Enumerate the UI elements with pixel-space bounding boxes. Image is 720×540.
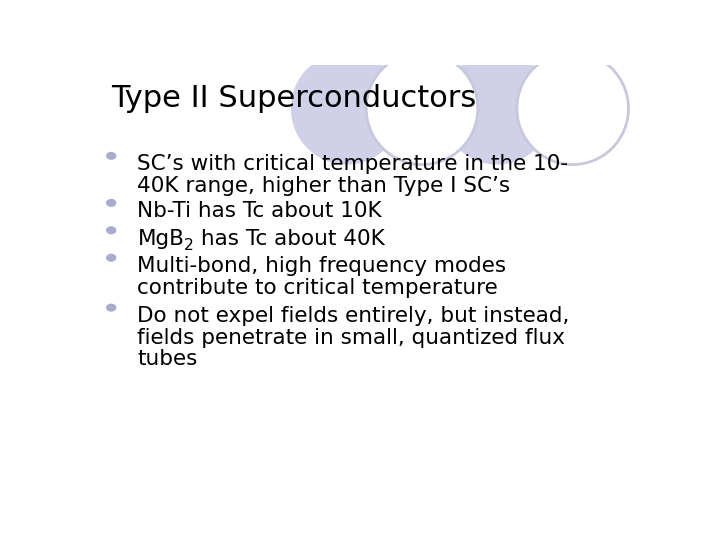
Text: Type II Superconductors: Type II Superconductors <box>111 84 477 112</box>
Circle shape <box>107 199 116 206</box>
Text: 2: 2 <box>184 238 194 253</box>
Ellipse shape <box>441 52 553 165</box>
Circle shape <box>107 254 116 261</box>
Circle shape <box>107 227 116 234</box>
Text: Do not expel fields entirely, but instead,: Do not expel fields entirely, but instea… <box>138 306 570 326</box>
Text: has Tc about 40K: has Tc about 40K <box>194 228 384 248</box>
Ellipse shape <box>517 52 629 165</box>
Text: 2: 2 <box>184 238 194 253</box>
Circle shape <box>107 305 116 311</box>
Text: contribute to critical temperature: contribute to critical temperature <box>138 278 498 298</box>
Circle shape <box>107 152 116 159</box>
Text: Nb-Ti has Tc about 10K: Nb-Ti has Tc about 10K <box>138 201 382 221</box>
Text: MgB: MgB <box>138 228 184 248</box>
Ellipse shape <box>366 52 478 165</box>
Text: Multi-bond, high frequency modes: Multi-bond, high frequency modes <box>138 256 507 276</box>
Ellipse shape <box>291 52 402 165</box>
Text: SC’s with critical temperature in the 10-: SC’s with critical temperature in the 10… <box>138 154 568 174</box>
Text: tubes: tubes <box>138 349 198 369</box>
Text: fields penetrate in small, quantized flux: fields penetrate in small, quantized flu… <box>138 328 565 348</box>
Text: 40K range, higher than Type I SC’s: 40K range, higher than Type I SC’s <box>138 176 510 196</box>
